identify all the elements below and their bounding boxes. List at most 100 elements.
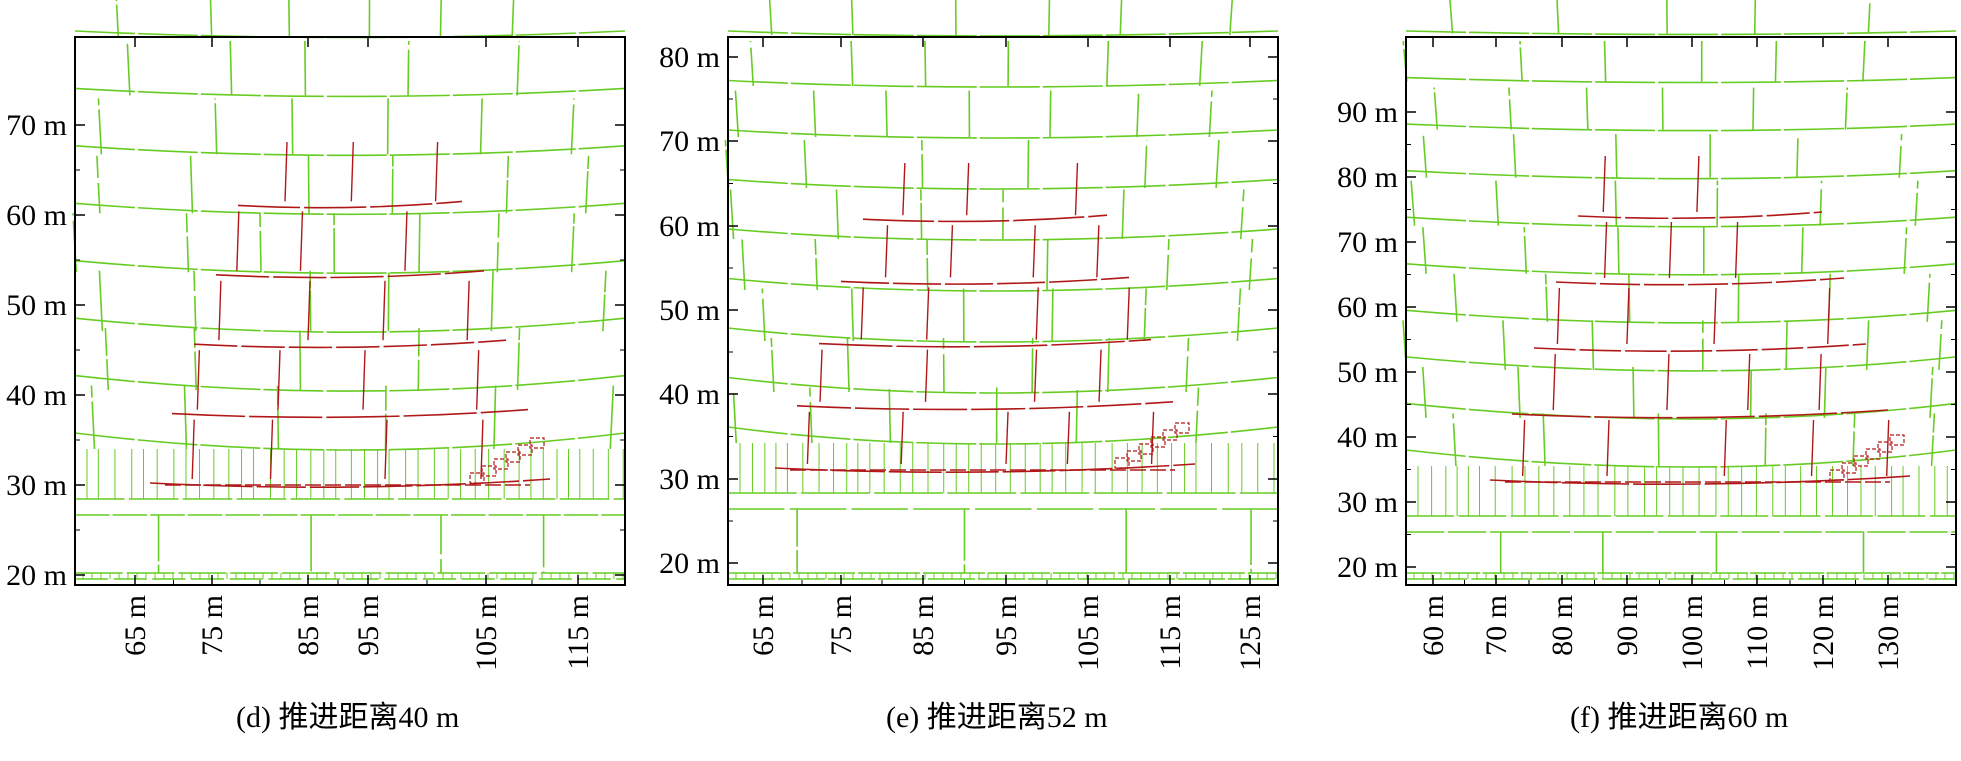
vertical-joint — [259, 213, 262, 273]
vertical-joint — [1632, 366, 1635, 418]
plot-frame — [727, 36, 1279, 586]
bedding-joint — [727, 426, 1279, 445]
vertical-joint — [1544, 273, 1549, 322]
vertical-joint — [417, 328, 420, 391]
panel-f: 20 m 30 m 40 m 50 m 60 m 70 m 80 m 90 m 60 m 70 m… — [1337, 0, 1957, 671]
failed-vertical-joint — [965, 162, 970, 216]
bedding-joint — [727, 277, 1279, 292]
failed-vertical-joint — [299, 211, 304, 271]
joint-network — [72, 0, 626, 580]
x-tick-label: 75 m — [825, 595, 858, 656]
vertical-joint — [1914, 180, 1919, 226]
failed-vertical-joint — [1827, 287, 1831, 345]
failed-vertical-joint — [1810, 419, 1815, 477]
x-tick-label: 110 m — [1741, 595, 1774, 670]
failed-vertical-joint — [350, 141, 354, 202]
failed-bedding-joint — [818, 338, 1152, 348]
vertical-joint — [1819, 180, 1823, 226]
vertical-joint — [1215, 139, 1220, 189]
vertical-joint — [1239, 189, 1245, 240]
vertical-joint — [850, 288, 855, 342]
failed-vertical-joint — [1603, 221, 1608, 279]
y-tick-label: 70 m — [1337, 226, 1398, 259]
failed-vertical-joint — [236, 211, 240, 271]
failed-joints — [1489, 155, 1911, 485]
vertical-joint — [1926, 273, 1931, 322]
vertical-joint — [185, 213, 190, 273]
x-tick-label: 115 m — [1154, 595, 1187, 670]
vertical-joint — [609, 385, 615, 450]
vertical-joint — [1752, 87, 1755, 130]
failed-vertical-joint — [277, 350, 281, 410]
failed-bedding-joint — [1533, 343, 1867, 352]
y-tick-label: 20 m — [659, 547, 720, 580]
vertical-joint — [584, 155, 590, 214]
joint-network — [1402, 0, 1957, 580]
y-tick-label: 70 m — [6, 109, 67, 142]
failed-vertical-joint — [466, 280, 470, 341]
x-tick-label: 70 m — [1480, 595, 1513, 656]
vertical-joint — [1502, 320, 1507, 370]
vertical-joint — [214, 98, 218, 155]
vertical-joint — [1774, 40, 1778, 82]
joint-network — [724, 0, 1279, 580]
failed-bedding-joint — [149, 478, 551, 488]
vertical-joint — [229, 40, 233, 96]
vertical-joint — [496, 213, 500, 273]
failed-vertical-joint — [1734, 221, 1739, 279]
bedding-joint — [74, 87, 626, 98]
vertical-joint — [299, 328, 302, 391]
vertical-joint — [1823, 366, 1827, 418]
vertical-joint — [193, 328, 197, 391]
vertical-joint — [850, 0, 854, 36]
y-tick-label: 60 m — [659, 210, 720, 243]
bedding-joint — [1405, 76, 1957, 84]
rubble-block — [469, 472, 485, 484]
vertical-joint — [511, 0, 515, 37]
failed-vertical-joint — [1818, 353, 1822, 411]
vertical-joint — [1106, 40, 1110, 87]
rubble-block — [1174, 422, 1190, 434]
vertical-joint — [1051, 288, 1054, 342]
rubble-block — [505, 451, 521, 463]
bedding-joint — [727, 129, 1279, 139]
vertical-joint — [1617, 227, 1620, 274]
vertical-joint — [90, 385, 96, 450]
vertical-joint — [493, 385, 497, 450]
failed-vertical-joint — [480, 419, 484, 480]
vertical-joint — [98, 270, 104, 332]
y-tick-label: 50 m — [6, 289, 67, 322]
vertical-joint — [1614, 180, 1618, 226]
vertical-joint — [1844, 87, 1848, 130]
vertical-joint — [1523, 227, 1528, 274]
failed-bedding-joint — [1555, 277, 1845, 286]
failed-vertical-joint — [1747, 353, 1751, 411]
rubble-block — [1114, 457, 1130, 469]
vertical-joint — [1519, 40, 1523, 82]
bedding-joint — [727, 228, 1279, 241]
failed-vertical-joint — [884, 225, 889, 278]
y-tick-label: 80 m — [659, 41, 720, 74]
x-tick-label: 105 m — [470, 595, 503, 671]
y-tick-label: 30 m — [1337, 486, 1398, 519]
bedding-joint — [727, 178, 1279, 190]
vertical-joint — [1031, 337, 1034, 393]
failed-vertical-joint — [1723, 419, 1727, 477]
bedding-joint — [1405, 262, 1957, 276]
y-tick-label: 50 m — [659, 294, 720, 327]
vertical-joint — [570, 213, 576, 273]
failed-vertical-joint — [196, 350, 201, 410]
vertical-joint — [1027, 139, 1030, 189]
vertical-joint — [1143, 288, 1147, 342]
bedding-joint — [1405, 169, 1957, 180]
rubble-block — [1162, 429, 1178, 441]
rubble-block — [1126, 450, 1142, 462]
vertical-joint — [490, 270, 494, 332]
failed-vertical-joint — [1552, 353, 1556, 411]
vertical-joint — [729, 189, 735, 240]
vertical-joint — [1195, 387, 1200, 444]
failed-vertical-joint — [475, 350, 480, 410]
vertical-joint — [732, 387, 738, 444]
failed-joints — [774, 162, 1196, 473]
